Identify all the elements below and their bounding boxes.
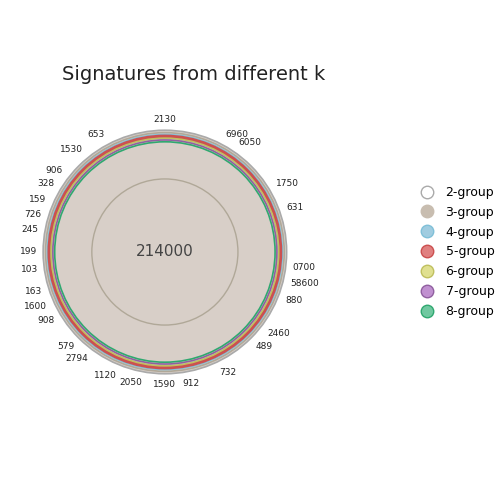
Text: 159: 159 [29,195,46,204]
Text: 906: 906 [45,166,63,175]
Text: 199: 199 [20,247,37,257]
Circle shape [47,135,282,369]
Legend: 2-group, 3-group, 4-group, 5-group, 6-group, 7-group, 8-group: 2-group, 3-group, 4-group, 5-group, 6-gr… [409,181,499,323]
Text: 163: 163 [25,287,42,296]
Text: 653: 653 [88,130,105,139]
Circle shape [55,142,275,362]
Text: 631: 631 [286,204,304,213]
Text: 489: 489 [256,342,273,351]
Text: 1750: 1750 [276,179,298,188]
Text: 2460: 2460 [267,329,290,338]
Title: Signatures from different k: Signatures from different k [62,65,326,84]
Text: 2794: 2794 [65,354,88,363]
Circle shape [43,130,287,374]
Circle shape [51,138,279,366]
Text: 726: 726 [24,210,41,219]
Text: 912: 912 [182,379,200,388]
Text: 1120: 1120 [94,370,117,380]
Text: 6960: 6960 [225,130,248,139]
Circle shape [45,133,284,371]
Text: 103: 103 [21,266,38,274]
Circle shape [53,140,277,364]
Text: 0700: 0700 [292,263,315,272]
Text: 732: 732 [219,368,236,377]
Text: 2130: 2130 [153,115,176,124]
Text: 880: 880 [285,296,302,305]
Text: 1590: 1590 [153,380,176,389]
Circle shape [92,179,238,325]
Text: 328: 328 [37,179,54,188]
Text: 1530: 1530 [59,145,83,154]
Circle shape [49,136,281,368]
Text: 245: 245 [21,225,38,234]
Text: 908: 908 [37,316,54,325]
Text: 2050: 2050 [120,378,143,387]
Text: 58600: 58600 [290,279,319,288]
Text: 1600: 1600 [24,302,47,311]
Text: 214000: 214000 [136,244,194,260]
Text: 6050: 6050 [238,138,261,147]
Text: 579: 579 [57,342,75,351]
